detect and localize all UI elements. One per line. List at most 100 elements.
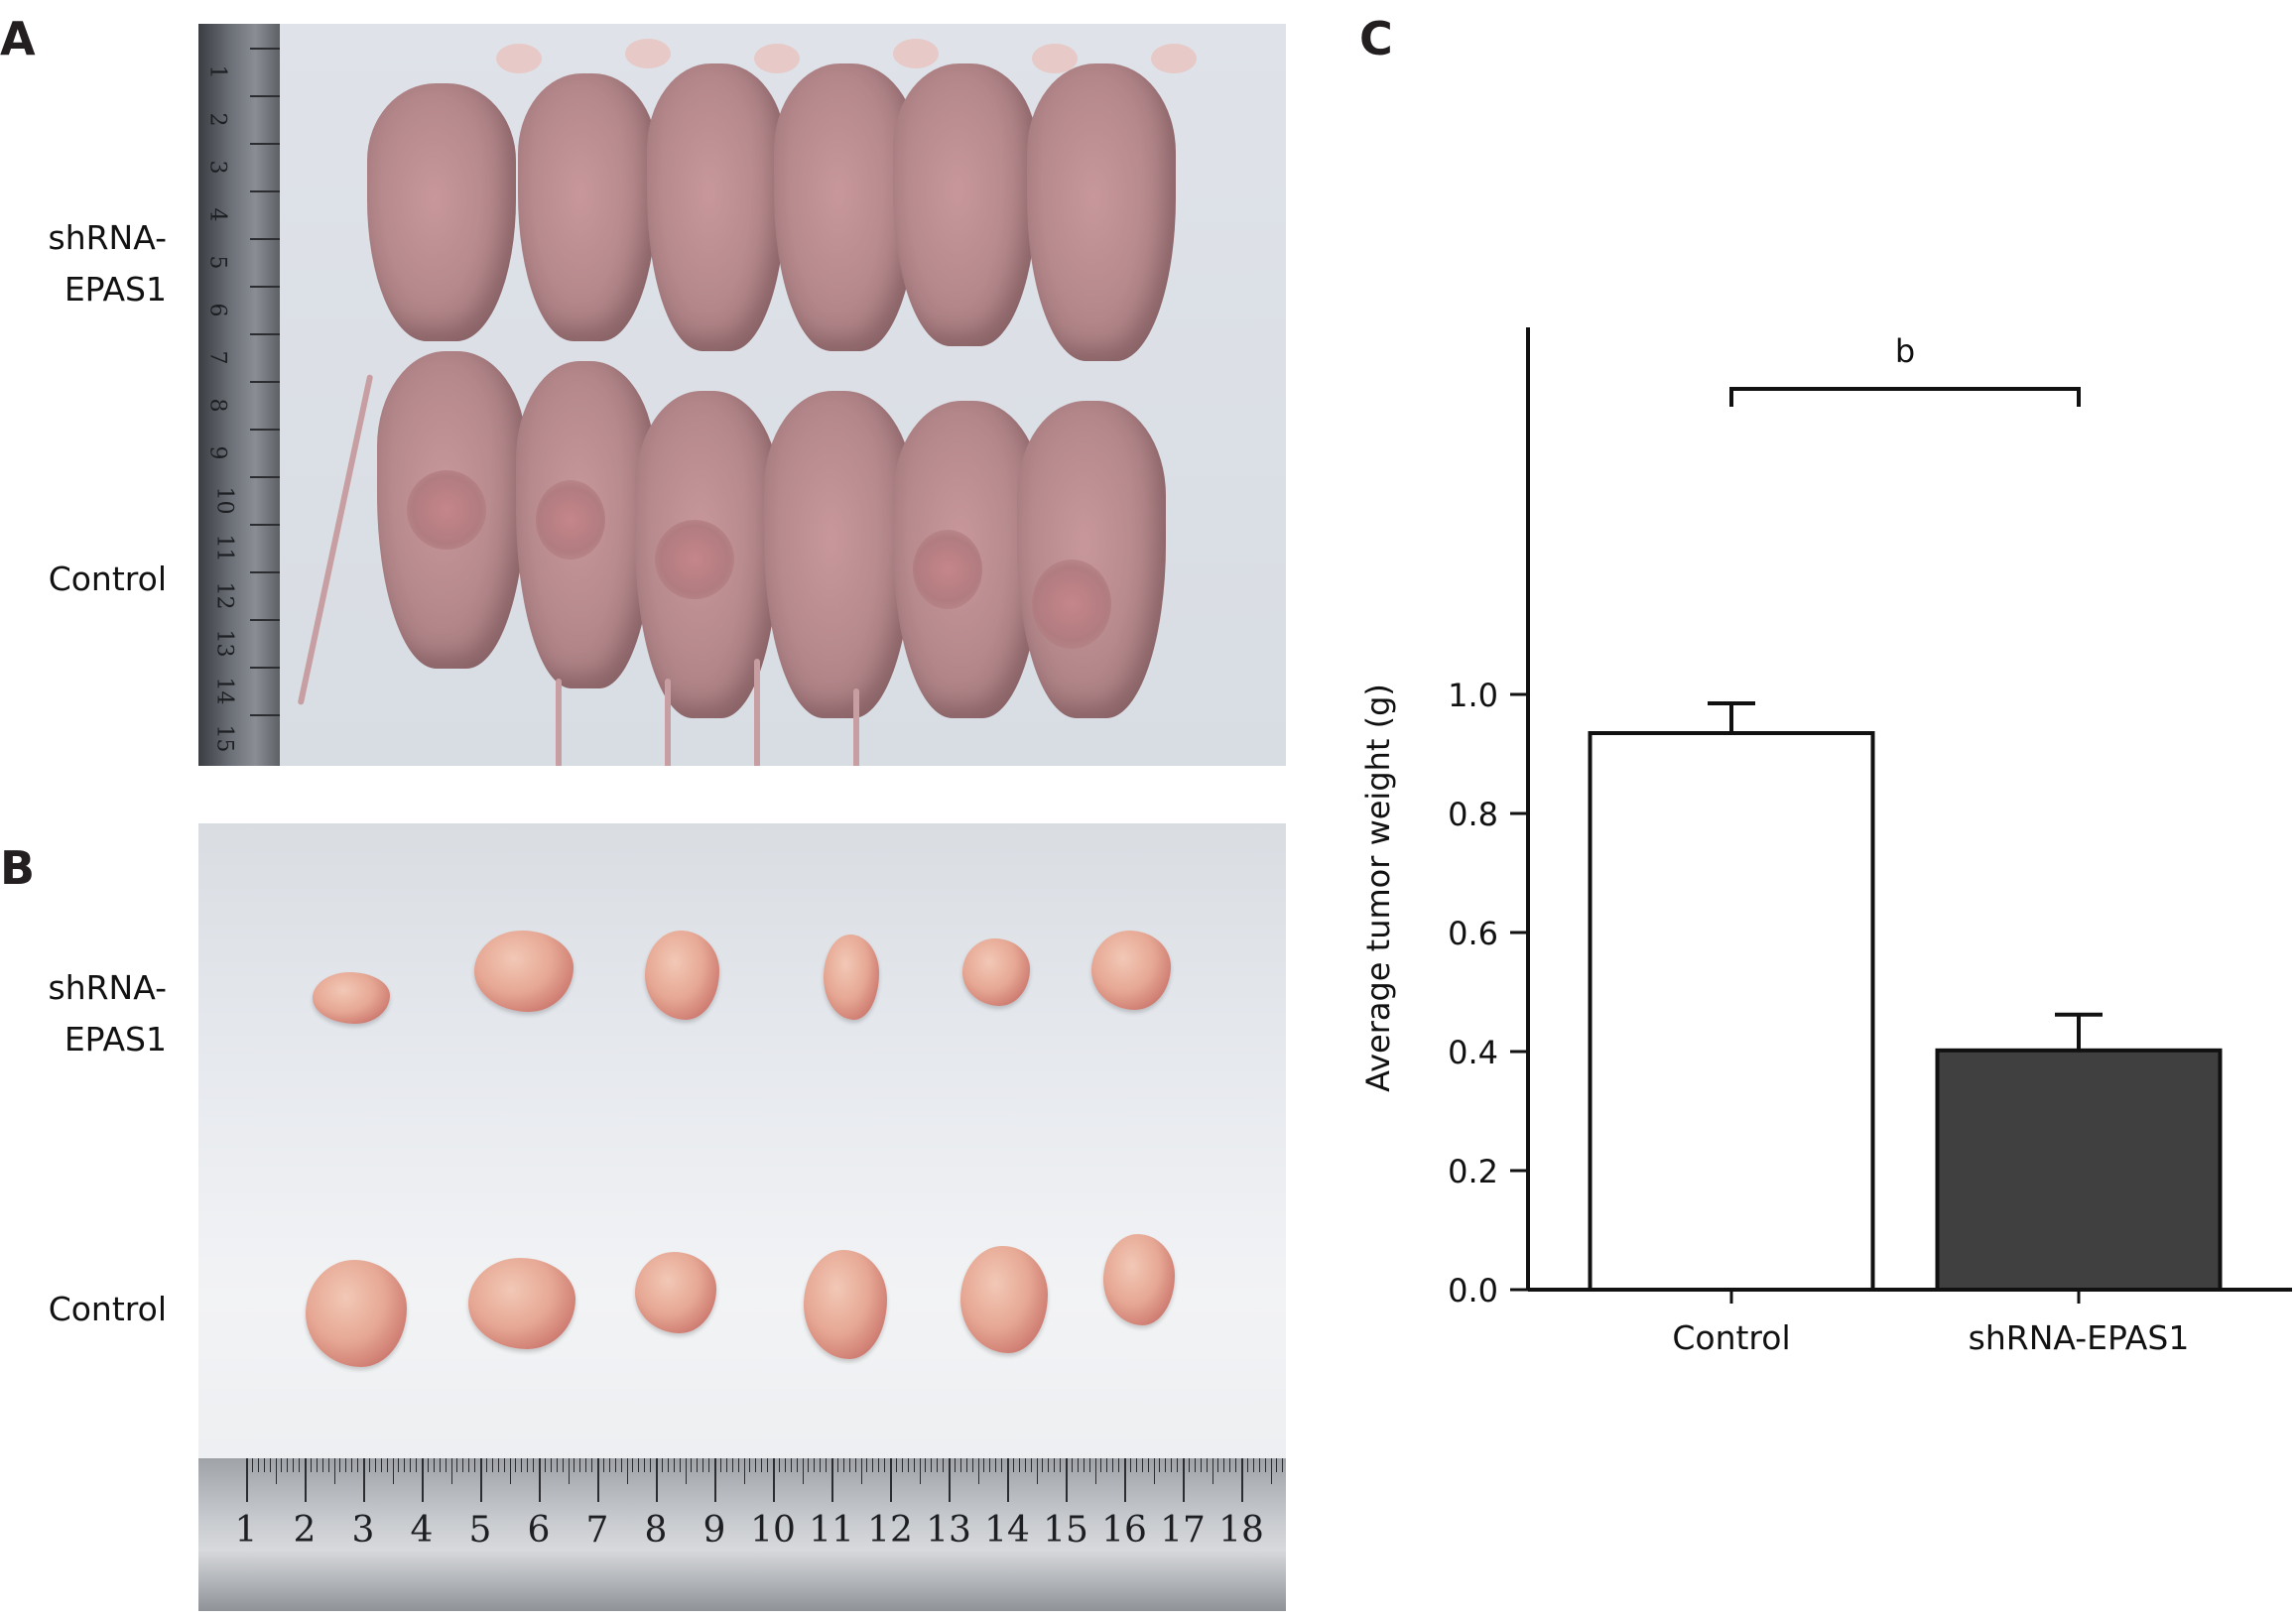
ruler-tick — [1241, 1458, 1243, 1502]
panel-a-row-label-shrna-line2: EPAS1 — [64, 270, 167, 309]
ruler-tick — [250, 190, 280, 192]
ruler-minor-tick — [884, 1458, 886, 1472]
ruler-tick — [250, 667, 280, 669]
ruler-minor-tick — [509, 1458, 511, 1484]
ruler-minor-tick — [1194, 1458, 1196, 1472]
mouse-ear — [625, 39, 671, 68]
ruler-number: 13 — [926, 1510, 971, 1551]
ruler-minor-tick — [848, 1458, 850, 1472]
ruler-minor-tick — [725, 1458, 727, 1472]
y-tick-label: 0.6 — [1448, 915, 1498, 952]
ruler-minor-tick — [667, 1458, 669, 1472]
ruler-minor-tick — [820, 1458, 822, 1472]
tumor-bulge — [1032, 560, 1111, 649]
panel-b-row-label-shrna: shRNA- EPAS1 — [8, 962, 167, 1065]
ruler-number: 5 — [468, 1510, 492, 1551]
ruler-minor-tick — [568, 1458, 570, 1484]
ruler-minor-tick — [316, 1458, 318, 1472]
ruler-minor-tick — [562, 1458, 564, 1472]
ruler-tick — [831, 1458, 833, 1502]
ruler-number: 4 — [410, 1510, 434, 1551]
tumor-control-5 — [960, 1246, 1048, 1353]
ruler-minor-tick — [1042, 1458, 1044, 1472]
ruler-minor-tick — [901, 1458, 903, 1472]
ruler-minor-tick — [416, 1458, 418, 1472]
ruler-number: 12 — [867, 1510, 913, 1551]
ruler-minor-tick — [614, 1458, 616, 1472]
ruler-minor-tick — [685, 1458, 687, 1484]
ruler-minor-tick — [246, 1458, 247, 1484]
ruler-minor-tick — [339, 1458, 341, 1472]
ruler-minor-tick — [398, 1458, 400, 1472]
mouse-tail — [665, 679, 671, 766]
ruler-minor-tick — [404, 1458, 406, 1472]
y-tick-label: 1.0 — [1448, 677, 1498, 714]
mouse-tail — [853, 688, 859, 766]
y-tick-label: 0.8 — [1448, 796, 1498, 833]
ruler-minor-tick — [1124, 1458, 1125, 1484]
ruler-minor-tick — [597, 1458, 598, 1484]
ruler-minor-tick — [363, 1458, 364, 1484]
ruler-minor-tick — [602, 1458, 604, 1472]
panel-a-row-label-shrna: shRNA- EPAS1 — [8, 212, 167, 315]
ruler-minor-tick — [650, 1458, 652, 1472]
ruler-minor-tick — [1171, 1458, 1173, 1472]
ruler-tick — [250, 429, 280, 431]
ruler-minor-tick — [351, 1458, 353, 1472]
ruler-minor-tick — [1246, 1458, 1248, 1472]
ruler-minor-tick — [374, 1458, 376, 1472]
ruler-minor-tick — [1112, 1458, 1114, 1472]
ruler-minor-tick — [275, 1458, 277, 1484]
mouse-ear — [1151, 44, 1197, 73]
ruler-tick — [714, 1458, 716, 1502]
ruler-tick — [1124, 1458, 1126, 1502]
ruler-minor-tick — [456, 1458, 458, 1472]
ruler-tick — [250, 48, 280, 50]
ruler-number: 3 — [204, 160, 230, 175]
ruler-minor-tick — [1024, 1458, 1026, 1472]
ruler-minor-tick — [1188, 1458, 1190, 1472]
ruler-minor-tick — [357, 1458, 359, 1472]
ruler-minor-tick — [1135, 1458, 1137, 1472]
ruler-minor-tick — [907, 1458, 909, 1472]
ruler-minor-tick — [263, 1458, 265, 1472]
ruler-number: 10 — [211, 486, 237, 515]
ruler-minor-tick — [1270, 1458, 1272, 1484]
ruler-tick — [1007, 1458, 1009, 1502]
tumor-control-3 — [635, 1252, 716, 1333]
ruler-minor-tick — [1217, 1458, 1219, 1472]
ruler-minor-tick — [673, 1458, 675, 1472]
ruler-minor-tick — [937, 1458, 939, 1472]
ruler-minor-tick — [1159, 1458, 1161, 1472]
ruler-number: 2 — [293, 1510, 317, 1551]
ruler-minor-tick — [608, 1458, 610, 1472]
tumor-bulge — [536, 480, 605, 560]
ruler-minor-tick — [1071, 1458, 1073, 1472]
tumor-shrna-1 — [313, 972, 390, 1024]
ruler-minor-tick — [251, 1458, 253, 1472]
ruler-minor-tick — [708, 1458, 710, 1472]
ruler-tick — [773, 1458, 775, 1502]
ruler-minor-tick — [450, 1458, 452, 1484]
ruler-minor-tick — [1153, 1458, 1155, 1484]
ruler-number: 14 — [211, 677, 237, 705]
ruler-minor-tick — [842, 1458, 844, 1472]
ruler-minor-tick — [1276, 1458, 1278, 1472]
ruler-minor-tick — [1177, 1458, 1179, 1472]
tumor-bulge — [407, 470, 486, 550]
ruler-minor-tick — [462, 1458, 464, 1472]
ruler-minor-tick — [1206, 1458, 1208, 1472]
ruler-minor-tick — [1060, 1458, 1062, 1472]
ruler-tick — [250, 524, 280, 526]
ruler-minor-tick — [556, 1458, 558, 1472]
ruler-minor-tick — [697, 1458, 699, 1472]
ruler-minor-tick — [1012, 1458, 1014, 1472]
ruler-minor-tick — [1030, 1458, 1032, 1472]
panel-b-row-label-shrna-line2: EPAS1 — [64, 1020, 167, 1059]
mouse-tail — [556, 679, 562, 766]
y-tick-label: 0.2 — [1448, 1153, 1498, 1190]
ruler-minor-tick — [983, 1458, 985, 1472]
ruler-number: 4 — [204, 207, 230, 222]
tumor-shrna-5 — [962, 938, 1030, 1006]
ruler-minor-tick — [527, 1458, 529, 1472]
